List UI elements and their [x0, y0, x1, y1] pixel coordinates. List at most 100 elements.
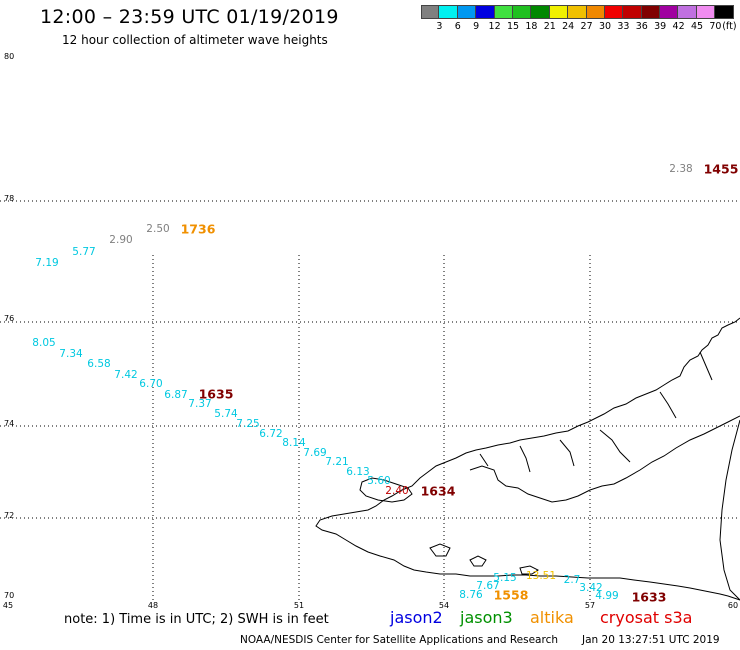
wave-height-label: 6.70: [139, 378, 163, 390]
satellite-legend-item: jason3: [460, 608, 513, 627]
disko-island: [359, 477, 413, 503]
legend-label: 18: [525, 21, 538, 32]
legend-label: 3: [436, 21, 443, 32]
wave-height-label: 7.19: [35, 257, 59, 269]
latitude-label: 78: [4, 194, 15, 203]
legend-swatch: [494, 5, 513, 19]
footer-credit: NOAA/NESDIS Center for Satellite Applica…: [240, 634, 558, 646]
footer-note: note: 1) Time is in UTC; 2) SWH is in fe…: [64, 612, 329, 627]
legend-label: 6: [454, 21, 461, 32]
legend-swatch: [678, 5, 697, 19]
longitude-label: 60: [727, 601, 739, 610]
legend-swatch: [476, 5, 495, 19]
wave-height-label: 7.25: [236, 418, 260, 430]
legend-swatch: [568, 5, 587, 19]
satellite-legend-item: altika: [530, 608, 574, 627]
legend-label: 45: [690, 21, 704, 32]
coast-inner-fjords: [469, 415, 740, 503]
color-legend-labels: 3 6 9 12 15 18 21 24 27 30 33 36 39 42 45 70 (ft): [421, 21, 740, 33]
wave-height-label: 8.14: [282, 437, 306, 449]
wave-height-label: 8.05: [32, 337, 56, 349]
wave-height-label: 5.74: [214, 408, 238, 420]
wave-height-label: 2.40: [385, 485, 409, 497]
wave-height-label: 13.51: [525, 570, 557, 582]
legend-swatch: [604, 5, 624, 19]
latitude-label: 74: [4, 419, 15, 428]
legend-swatch: [531, 5, 550, 19]
coast-islands-south: [429, 543, 539, 575]
map-subtitle: 12 hour collection of altimeter wave hei…: [62, 33, 328, 47]
latitude-label: 80: [4, 52, 15, 61]
graticule: [0, 200, 740, 600]
legend-swatch: [512, 5, 532, 19]
map-title: 12:00 – 23:59 UTC 01/19/2019: [40, 6, 339, 28]
wave-height-label: 2.90: [109, 234, 133, 246]
legend-unit: (ft): [722, 21, 737, 32]
satellite-legend-item: cryosat s3a: [600, 608, 693, 627]
latitude-label: 70: [4, 591, 15, 600]
footer-date: Jan 20 13:27:51 UTC 2019: [582, 634, 720, 646]
pass-time-label: 1736: [180, 221, 216, 237]
wave-height-label: 7.67: [476, 580, 500, 592]
wave-height-label: 7.34: [59, 348, 83, 360]
wave-height-label: 5.60: [367, 475, 391, 487]
legend-label: 36: [635, 21, 648, 32]
wave-height-label: 7.42: [114, 369, 138, 381]
legend-label: 12: [488, 21, 501, 32]
pass-time-label: 1633: [631, 589, 667, 605]
latitude-label: 72: [4, 511, 15, 520]
wave-height-label: 3.42: [579, 582, 603, 594]
wave-height-label: 2.7: [563, 574, 581, 586]
pass-time-label: 1455: [703, 161, 739, 177]
greenland-west-coast: [315, 317, 740, 601]
wave-height-label: 5.15: [493, 572, 517, 584]
wave-height-label: 7.37: [188, 398, 212, 410]
legend-swatch: [715, 5, 734, 19]
pass-time-label: 1634: [420, 483, 456, 499]
legend-label: 9: [473, 21, 480, 32]
wave-height-label: 6.87: [164, 389, 188, 401]
longitude-label: 51: [293, 601, 305, 610]
legend-label: 39: [654, 21, 667, 32]
longitude-label: 57: [584, 601, 596, 610]
wave-height-label: 6.13: [346, 466, 370, 478]
legend-label: 15: [506, 21, 520, 32]
wave-height-label: 6.58: [87, 358, 111, 370]
longitude-label: 45: [2, 601, 14, 610]
pass-time-label: 1635: [198, 386, 234, 402]
legend-label: 42: [672, 21, 685, 32]
legend-swatch: [457, 5, 477, 19]
satellite-legend-item: jason2: [390, 608, 443, 627]
legend-label: 27: [580, 21, 593, 32]
legend-swatch: [439, 5, 458, 19]
wave-height-label: 8.76: [459, 589, 483, 601]
legend-label: 21: [543, 21, 556, 32]
longitude-label: 48: [147, 601, 159, 610]
latitude-label: 76: [4, 314, 15, 323]
legend-label: 24: [562, 21, 575, 32]
wave-height-label: 7.21: [325, 456, 349, 468]
pass-time-label: 1558: [493, 587, 529, 603]
wave-height-label: 2.38: [669, 163, 693, 175]
wave-height-label: 6.72: [259, 428, 283, 440]
legend-swatch: [641, 5, 661, 19]
coast-east-edge: [719, 419, 740, 601]
legend-swatch: [549, 5, 569, 19]
legend-label: 70: [709, 21, 722, 32]
legend-label: 33: [617, 21, 630, 32]
legend-swatch: [696, 5, 716, 19]
legend-label: 30: [598, 21, 612, 32]
coastline: [315, 317, 740, 601]
legend-swatch: [421, 5, 440, 19]
wave-height-label: 4.99: [595, 590, 619, 602]
color-legend: [421, 5, 734, 19]
legend-swatch: [660, 5, 679, 19]
wave-height-label: 7.69: [303, 447, 327, 459]
wave-height-label: 5.77: [72, 246, 96, 258]
coast-fjord-lines: [479, 351, 713, 473]
longitude-label: 54: [438, 601, 450, 610]
wave-height-label: 2.50: [146, 223, 170, 235]
legend-swatch: [623, 5, 642, 19]
legend-swatch: [586, 5, 605, 19]
